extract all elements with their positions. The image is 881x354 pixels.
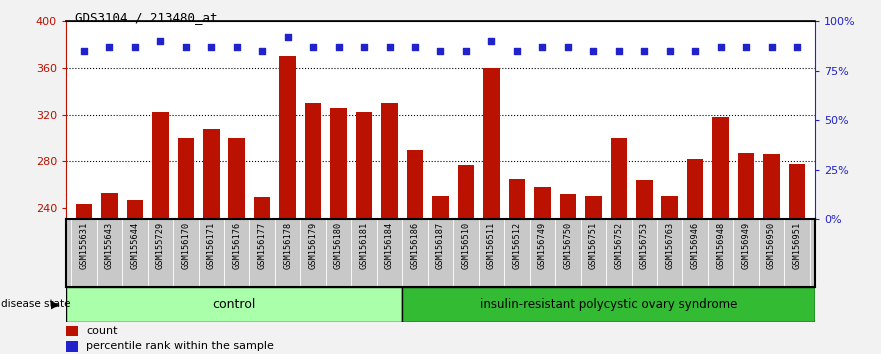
Bar xyxy=(356,112,373,354)
Point xyxy=(331,44,345,50)
Bar xyxy=(101,193,118,354)
Point xyxy=(485,38,499,44)
Point xyxy=(357,44,371,50)
Bar xyxy=(433,196,448,354)
Text: control: control xyxy=(212,298,255,311)
Point xyxy=(739,44,753,50)
Text: GSM156946: GSM156946 xyxy=(691,222,700,269)
Point xyxy=(408,44,422,50)
Bar xyxy=(534,187,551,354)
Text: GSM156176: GSM156176 xyxy=(233,222,241,269)
Text: GSM155644: GSM155644 xyxy=(130,222,139,269)
Point xyxy=(790,44,804,50)
Point xyxy=(306,44,320,50)
Bar xyxy=(177,138,194,354)
Point xyxy=(561,44,575,50)
Bar xyxy=(458,165,474,354)
Bar xyxy=(636,180,653,354)
Text: GSM156951: GSM156951 xyxy=(793,222,802,269)
Bar xyxy=(763,154,780,354)
Bar xyxy=(305,103,322,354)
Text: GSM156750: GSM156750 xyxy=(563,222,573,269)
Text: GSM156510: GSM156510 xyxy=(462,222,470,269)
Bar xyxy=(508,179,525,354)
Bar xyxy=(687,159,704,354)
Text: GSM156512: GSM156512 xyxy=(513,222,522,269)
Text: GSM156752: GSM156752 xyxy=(614,222,623,269)
Bar xyxy=(483,68,500,354)
Bar xyxy=(66,326,78,336)
Text: GSM156184: GSM156184 xyxy=(385,222,394,269)
Bar xyxy=(559,194,576,354)
Point xyxy=(382,44,396,50)
Point xyxy=(433,48,448,54)
Text: GSM156749: GSM156749 xyxy=(538,222,547,269)
Text: GSM156171: GSM156171 xyxy=(207,222,216,269)
Point xyxy=(510,48,524,54)
Point xyxy=(459,48,473,54)
Bar xyxy=(254,197,270,354)
Bar xyxy=(152,112,168,354)
Point xyxy=(153,38,167,44)
Bar xyxy=(402,287,815,322)
Bar xyxy=(330,108,347,354)
Point xyxy=(765,44,779,50)
Bar xyxy=(788,164,805,354)
Point xyxy=(637,48,651,54)
Bar xyxy=(407,149,423,354)
Bar xyxy=(713,117,729,354)
Text: GSM156180: GSM156180 xyxy=(334,222,343,269)
Bar xyxy=(279,56,296,354)
Text: GSM156177: GSM156177 xyxy=(258,222,267,269)
Text: GSM156179: GSM156179 xyxy=(308,222,318,269)
Bar xyxy=(127,200,143,354)
Text: GSM155643: GSM155643 xyxy=(105,222,114,269)
Bar xyxy=(585,196,602,354)
Point xyxy=(77,48,91,54)
Text: insulin-resistant polycystic ovary syndrome: insulin-resistant polycystic ovary syndr… xyxy=(479,298,737,311)
Bar xyxy=(381,103,398,354)
Text: percentile rank within the sample: percentile rank within the sample xyxy=(86,341,274,352)
Point xyxy=(230,44,244,50)
Bar xyxy=(66,287,402,322)
Point xyxy=(536,44,550,50)
Point xyxy=(128,44,142,50)
Point xyxy=(714,44,728,50)
Bar xyxy=(611,138,627,354)
Bar xyxy=(76,204,93,354)
Text: GSM156948: GSM156948 xyxy=(716,222,725,269)
Text: GSM156511: GSM156511 xyxy=(487,222,496,269)
Text: disease state: disease state xyxy=(1,299,70,309)
Text: GSM156186: GSM156186 xyxy=(411,222,419,269)
Point xyxy=(204,44,218,50)
Point xyxy=(611,48,626,54)
Text: GSM156949: GSM156949 xyxy=(742,222,751,269)
Text: GSM156751: GSM156751 xyxy=(589,222,598,269)
Point xyxy=(281,34,295,40)
Point xyxy=(255,48,270,54)
Bar xyxy=(738,153,754,354)
Text: GSM155729: GSM155729 xyxy=(156,222,165,269)
Text: GSM155631: GSM155631 xyxy=(79,222,88,269)
Point xyxy=(688,48,702,54)
Text: GSM156181: GSM156181 xyxy=(359,222,368,269)
Text: GSM156187: GSM156187 xyxy=(436,222,445,269)
Point xyxy=(586,48,600,54)
Text: GSM156763: GSM156763 xyxy=(665,222,674,269)
Text: GSM156178: GSM156178 xyxy=(283,222,292,269)
Bar xyxy=(203,129,219,354)
Point xyxy=(179,44,193,50)
Point xyxy=(102,44,116,50)
Bar xyxy=(228,138,245,354)
Text: GDS3104 / 213480_at: GDS3104 / 213480_at xyxy=(75,11,218,24)
Text: GSM156753: GSM156753 xyxy=(640,222,648,269)
Text: GSM156950: GSM156950 xyxy=(767,222,776,269)
Text: ▶: ▶ xyxy=(51,299,60,309)
Bar xyxy=(662,196,678,354)
Bar xyxy=(66,341,78,352)
Point xyxy=(663,48,677,54)
Text: GSM156170: GSM156170 xyxy=(181,222,190,269)
Text: count: count xyxy=(86,326,118,336)
